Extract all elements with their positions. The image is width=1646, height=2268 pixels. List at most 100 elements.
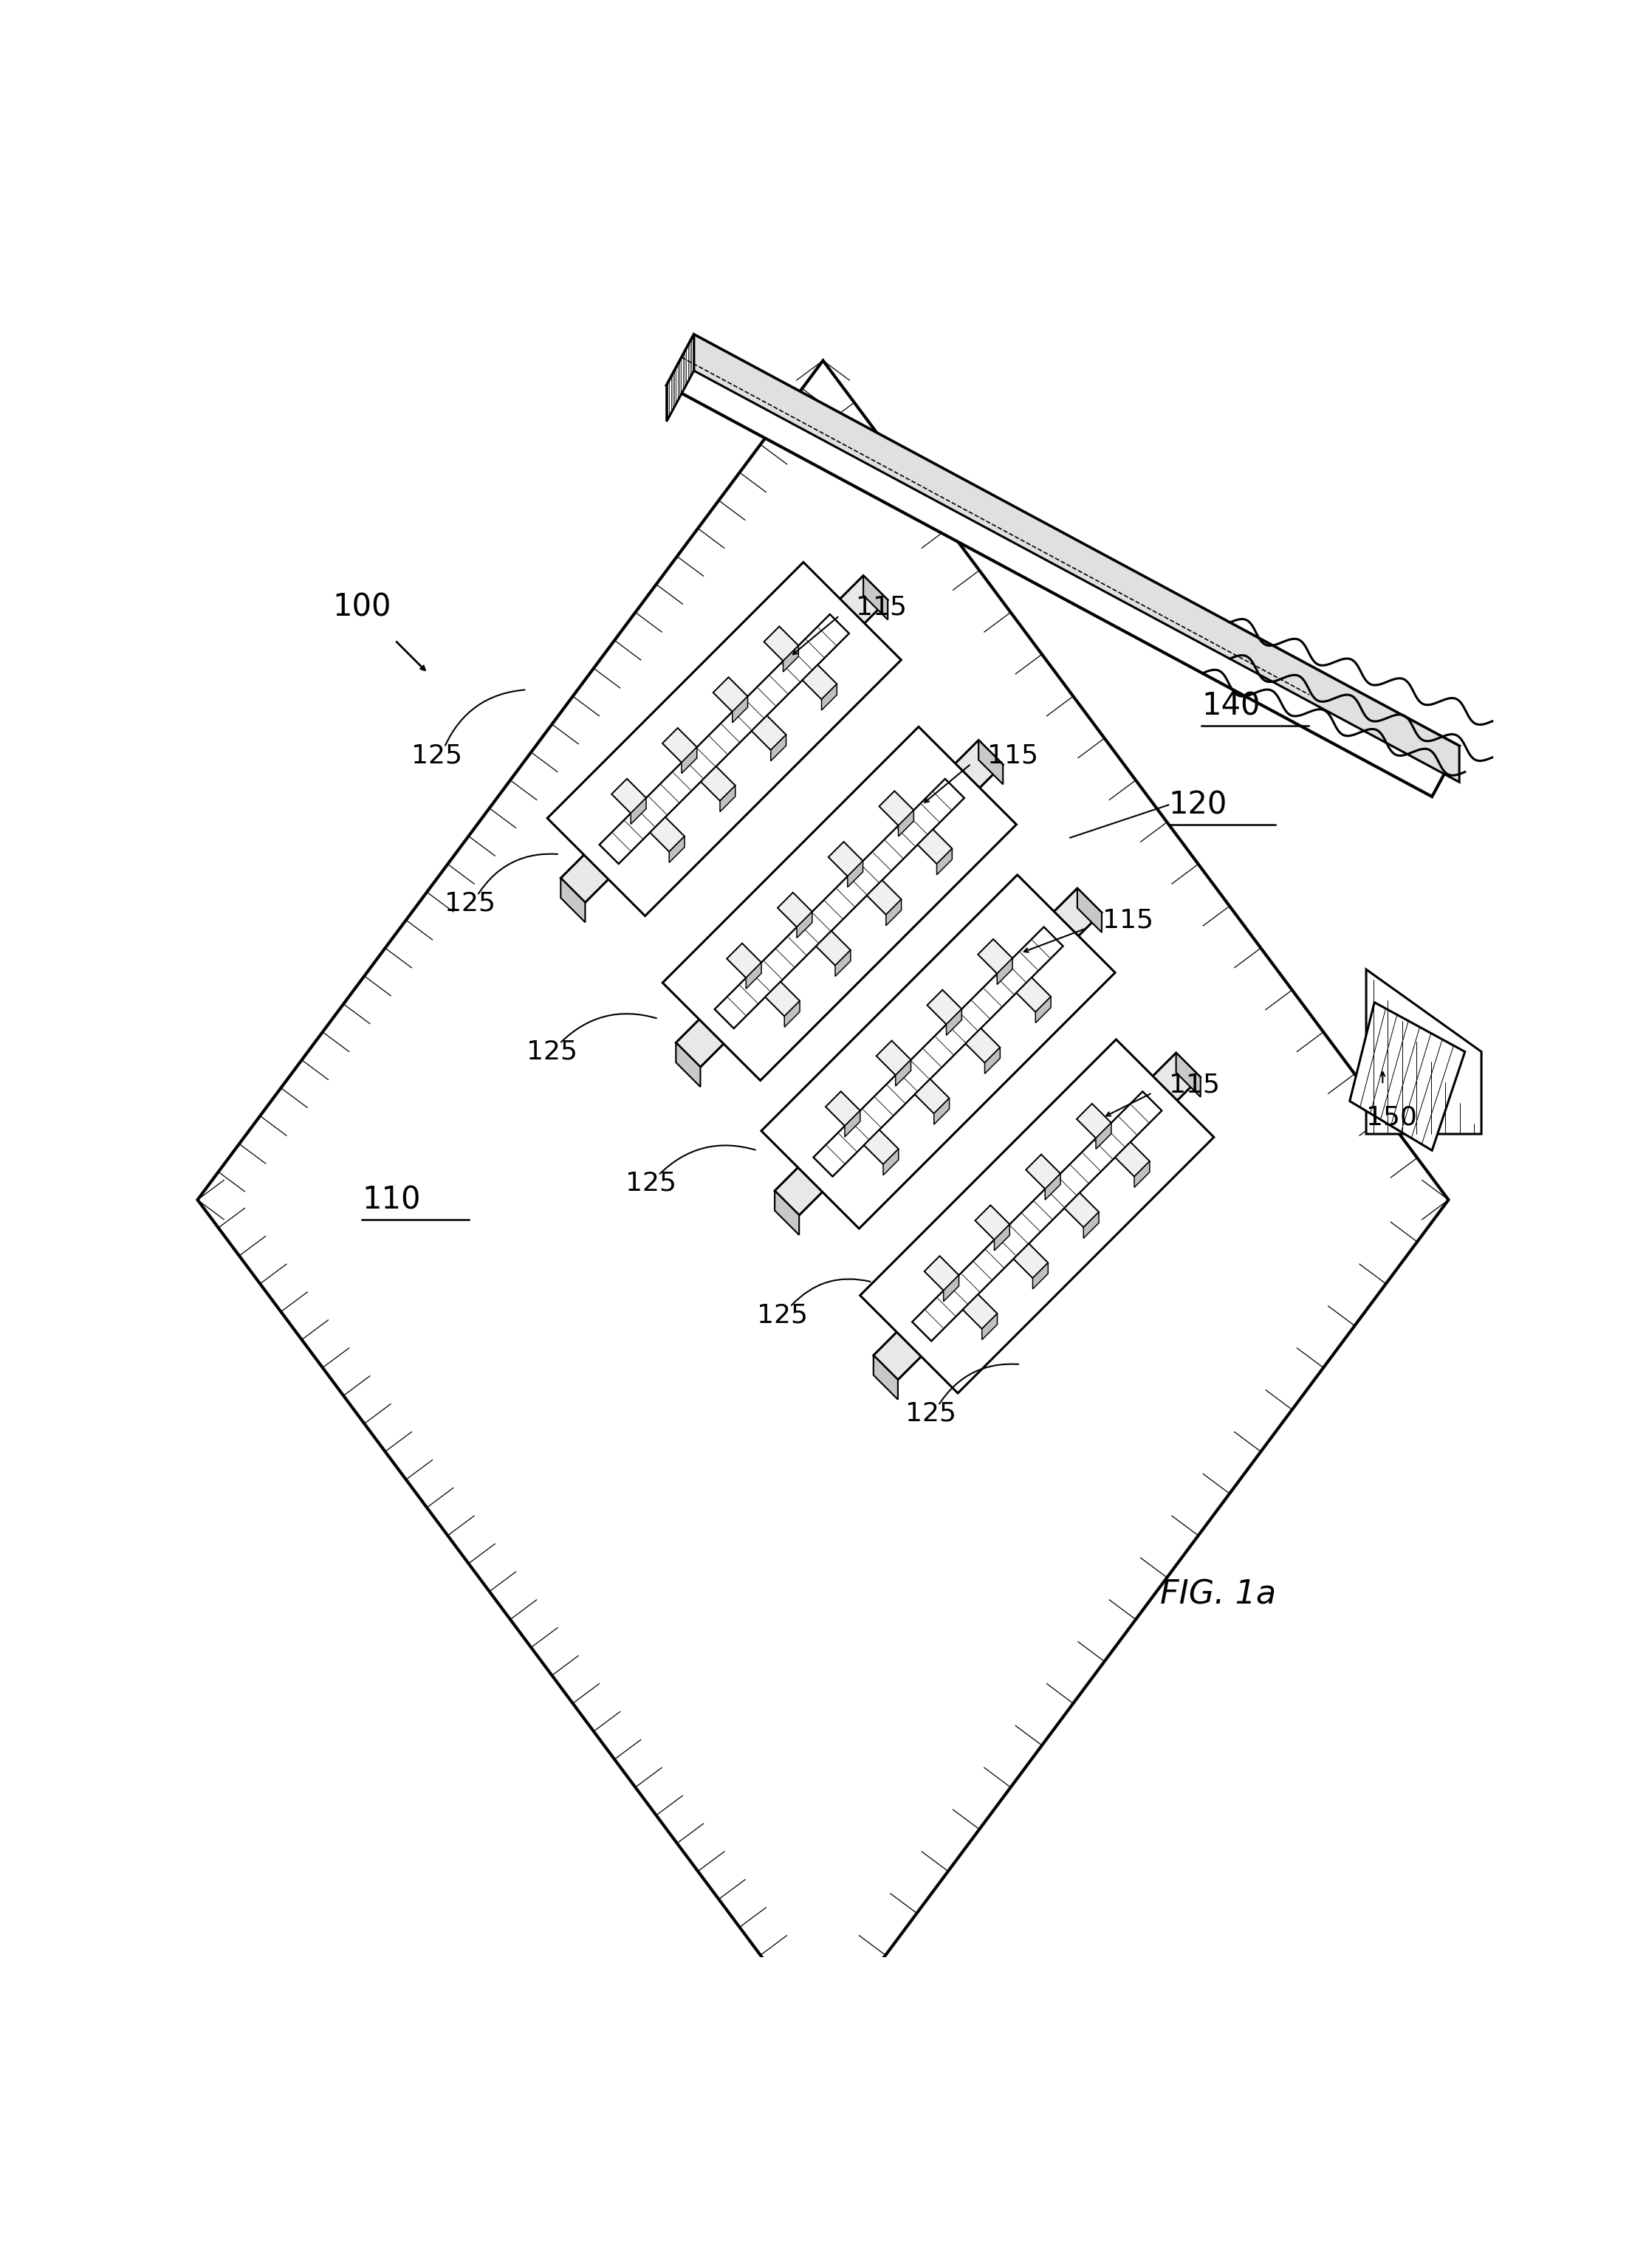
Polygon shape — [943, 1275, 960, 1302]
Polygon shape — [783, 646, 798, 671]
Polygon shape — [997, 959, 1012, 984]
Polygon shape — [667, 333, 695, 422]
Polygon shape — [963, 1295, 997, 1329]
Polygon shape — [1065, 1193, 1100, 1227]
Polygon shape — [701, 767, 736, 801]
Polygon shape — [874, 1356, 899, 1399]
Polygon shape — [746, 962, 762, 989]
Polygon shape — [677, 1043, 701, 1086]
Text: 125: 125 — [527, 1039, 578, 1064]
Polygon shape — [867, 880, 902, 914]
Polygon shape — [1083, 1211, 1100, 1238]
Polygon shape — [886, 900, 902, 925]
Polygon shape — [765, 982, 800, 1016]
Polygon shape — [728, 984, 775, 1034]
Polygon shape — [612, 821, 660, 869]
Text: 110: 110 — [362, 1184, 421, 1216]
Text: 125: 125 — [444, 891, 495, 916]
Polygon shape — [864, 1129, 899, 1163]
Polygon shape — [937, 848, 951, 875]
Polygon shape — [1016, 978, 1050, 1012]
Polygon shape — [978, 939, 1012, 973]
Polygon shape — [775, 1157, 835, 1216]
Polygon shape — [994, 1225, 1009, 1250]
Polygon shape — [1032, 1263, 1049, 1288]
Polygon shape — [630, 798, 647, 823]
Polygon shape — [677, 1007, 736, 1068]
Text: 115: 115 — [1103, 907, 1154, 932]
Text: 115: 115 — [1169, 1073, 1220, 1098]
Polygon shape — [863, 576, 887, 619]
Polygon shape — [612, 778, 647, 814]
Polygon shape — [663, 726, 1016, 1080]
Polygon shape — [650, 816, 685, 853]
Polygon shape — [808, 1116, 856, 1163]
Polygon shape — [561, 878, 586, 923]
Polygon shape — [594, 803, 642, 853]
Polygon shape — [777, 894, 811, 928]
Polygon shape — [1002, 921, 1050, 971]
Polygon shape — [788, 610, 836, 658]
Polygon shape — [670, 837, 685, 862]
Polygon shape — [826, 1134, 874, 1182]
Polygon shape — [1119, 1105, 1167, 1152]
Polygon shape — [775, 1191, 800, 1236]
Polygon shape — [876, 1041, 910, 1075]
Polygon shape — [978, 739, 1002, 785]
Polygon shape — [943, 739, 1002, 798]
Polygon shape — [933, 1098, 950, 1125]
Polygon shape — [713, 678, 747, 712]
Text: 100: 100 — [332, 592, 392, 624]
Polygon shape — [667, 333, 1460, 796]
Text: 125: 125 — [625, 1170, 677, 1195]
Text: 115: 115 — [856, 594, 907, 619]
Polygon shape — [974, 1204, 1009, 1241]
Polygon shape — [828, 841, 863, 875]
Polygon shape — [983, 1313, 997, 1340]
Polygon shape — [714, 778, 965, 1027]
Polygon shape — [1042, 889, 1101, 948]
Polygon shape — [895, 1059, 910, 1086]
Polygon shape — [984, 1048, 1001, 1073]
Polygon shape — [922, 792, 969, 839]
Polygon shape — [1350, 1002, 1465, 1150]
Polygon shape — [752, 717, 787, 751]
Polygon shape — [884, 1150, 899, 1175]
Polygon shape — [1025, 1154, 1060, 1188]
Polygon shape — [1175, 1052, 1200, 1098]
Polygon shape — [907, 1281, 955, 1329]
Polygon shape — [966, 1027, 1001, 1064]
Polygon shape — [813, 928, 1063, 1177]
Polygon shape — [802, 665, 836, 699]
Polygon shape — [695, 333, 1460, 782]
Polygon shape — [681, 746, 696, 773]
Polygon shape — [1035, 996, 1050, 1023]
Polygon shape — [764, 626, 798, 660]
Text: 150: 150 — [1366, 1105, 1417, 1129]
Polygon shape — [946, 1009, 961, 1034]
Polygon shape — [1141, 1052, 1200, 1111]
Polygon shape — [1114, 1143, 1149, 1177]
Polygon shape — [1076, 889, 1101, 932]
Text: 125: 125 — [411, 744, 463, 769]
Polygon shape — [848, 862, 863, 887]
Polygon shape — [719, 785, 736, 812]
Polygon shape — [844, 1111, 861, 1136]
Polygon shape — [807, 626, 854, 674]
Polygon shape — [662, 728, 696, 762]
Polygon shape — [915, 1080, 950, 1114]
Polygon shape — [797, 912, 811, 939]
Polygon shape — [561, 844, 621, 903]
Polygon shape — [821, 685, 836, 710]
Polygon shape — [1076, 1105, 1111, 1139]
Text: 140: 140 — [1202, 692, 1261, 721]
Polygon shape — [762, 875, 1114, 1229]
Polygon shape — [925, 1297, 973, 1347]
Polygon shape — [828, 576, 887, 635]
Text: 120: 120 — [1169, 789, 1228, 821]
Text: 125: 125 — [905, 1402, 956, 1427]
Polygon shape — [816, 930, 851, 966]
Polygon shape — [785, 1000, 800, 1027]
Polygon shape — [912, 1091, 1162, 1340]
Polygon shape — [879, 792, 914, 826]
